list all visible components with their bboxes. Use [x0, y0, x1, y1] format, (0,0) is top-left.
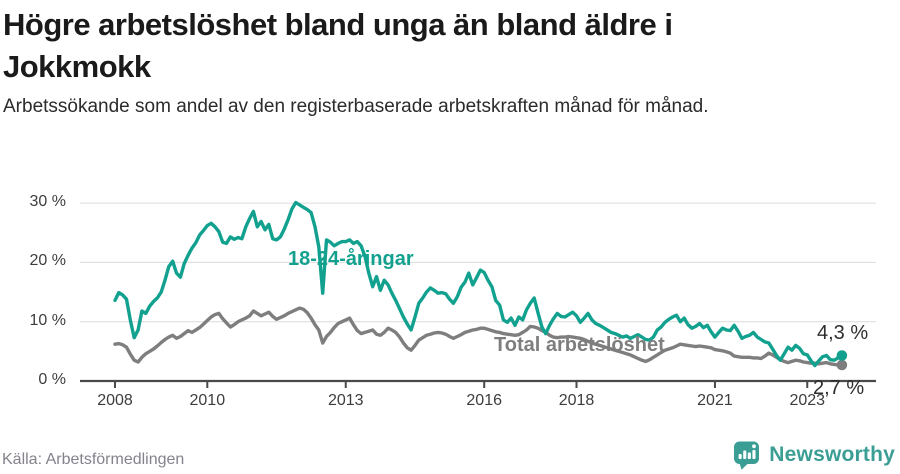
end-value-label-total: 2,7 % [813, 377, 865, 399]
x-axis-tick-label: 2021 [697, 392, 733, 409]
series-endpoint-dot-young [836, 350, 848, 361]
y-axis-tick-label: 10 % [29, 311, 66, 329]
series-line-young [113, 200, 844, 368]
x-axis-tick-label: 2023 [789, 392, 826, 409]
x-axis-tick-label: 2013 [327, 392, 364, 409]
x-axis-tick-label: 2008 [97, 392, 133, 409]
x-axis-tick-label: 2010 [189, 392, 226, 409]
series-endpoint-dot-total [836, 359, 848, 371]
end-value-label-young: 4,3 % [817, 322, 869, 344]
x-axis-tick-label: 2016 [466, 392, 502, 409]
series-label-young: 18-24-åringar [288, 248, 414, 270]
newsworthy-bar-chart-bubble-icon [733, 440, 761, 470]
y-axis-tick-label: 0 % [38, 371, 66, 388]
x-axis-tick-label: 2018 [558, 392, 595, 409]
brand-name: Newsworthy [769, 443, 895, 466]
y-axis-tick-label: 20 % [29, 252, 66, 270]
series-line-total [113, 306, 844, 367]
y-axis-tick-label: 30 % [29, 193, 66, 211]
series-label-total: Total arbetslöshet [494, 334, 665, 356]
brand-logo: Newsworthy [733, 440, 895, 470]
chart-subtitle: Arbetssökande som andel av den registerb… [3, 96, 709, 117]
chart-title: Högre arbetslöshet bland unga än bland ä… [3, 7, 673, 84]
source-text: Källa: Arbetsförmedlingen [2, 451, 185, 468]
